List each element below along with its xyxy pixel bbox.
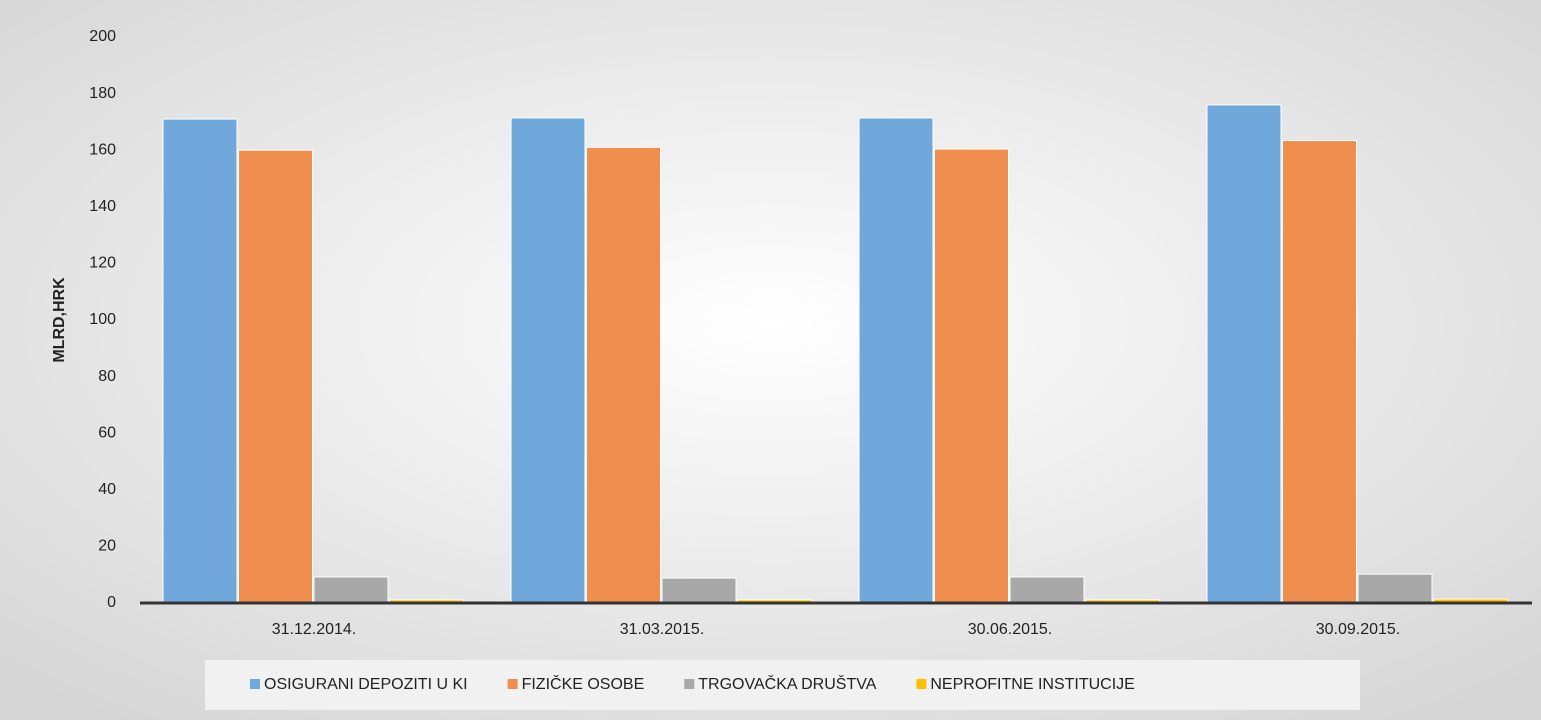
bar: [238, 149, 313, 604]
y-tick-label: 180: [89, 85, 116, 102]
bar: [1009, 576, 1085, 604]
y-tick-label: 0: [107, 594, 116, 611]
y-tick-label: 60: [98, 424, 116, 441]
legend-label: TRGOVAČKA DRUŠTVA: [698, 674, 876, 693]
legend-label: NEPROFITNE INSTITUCIJE: [930, 676, 1134, 693]
bar: [313, 576, 389, 604]
x-tick-label: 31.03.2015.: [620, 621, 705, 638]
bar: [934, 148, 1009, 604]
legend-swatch: [250, 679, 260, 689]
y-tick-label: 120: [89, 255, 116, 272]
legend-box: [205, 660, 1360, 710]
bar: [1282, 140, 1357, 604]
y-tick-label: 40: [98, 481, 116, 498]
legend-swatch: [507, 679, 518, 689]
legend-label: OSIGURANI DEPOZITI U KI: [264, 676, 468, 693]
y-tick-label: 20: [98, 538, 116, 555]
bar: [510, 117, 586, 604]
y-tick-label: 100: [89, 311, 116, 328]
bar: [586, 146, 661, 604]
legend-swatch: [684, 679, 695, 689]
y-tick-label: 80: [98, 368, 116, 385]
x-tick-label: 30.06.2015.: [968, 621, 1053, 638]
legend-swatch: [916, 679, 927, 689]
bar: [858, 117, 934, 604]
legend-label: FIZIČKE OSOBE: [522, 674, 645, 693]
x-tick-label: 30.09.2015.: [1316, 621, 1401, 638]
y-tick-label: 160: [89, 141, 116, 158]
bar: [661, 577, 737, 604]
bar: [1206, 104, 1282, 604]
y-tick-label: 140: [89, 198, 116, 215]
bar: [1357, 573, 1433, 604]
x-tick-label: 31.12.2014.: [272, 621, 357, 638]
y-tick-label: 200: [89, 28, 116, 45]
y-axis-title: MLRD,HRK: [51, 277, 68, 363]
bar: [162, 118, 238, 604]
